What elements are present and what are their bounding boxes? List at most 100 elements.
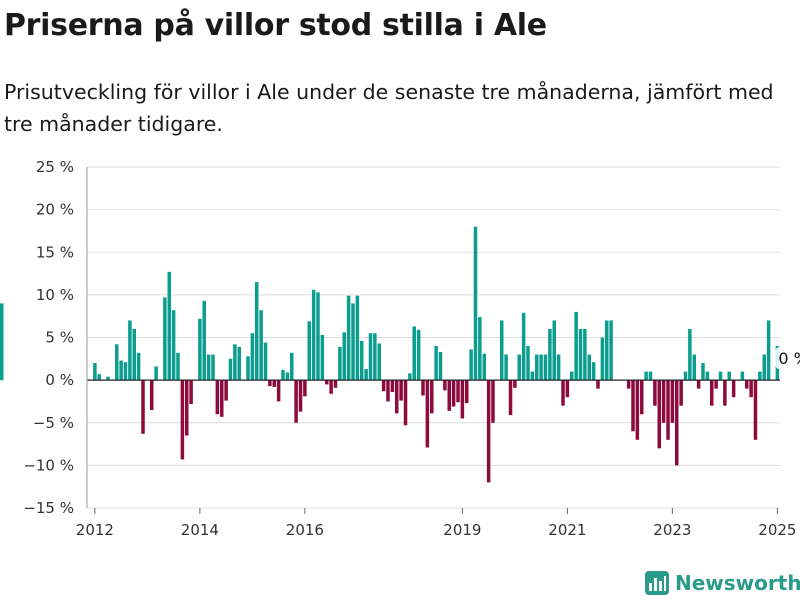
bar-positive bbox=[478, 317, 482, 381]
bar-negative bbox=[189, 380, 193, 404]
bar-negative bbox=[425, 380, 430, 448]
bar-positive bbox=[211, 354, 215, 381]
y-tick-label: 0 % bbox=[45, 371, 74, 389]
bar-negative bbox=[460, 380, 465, 419]
bar-positive bbox=[600, 337, 605, 381]
bar-positive bbox=[609, 320, 613, 381]
bar-positive bbox=[316, 292, 320, 381]
bar-negative bbox=[723, 380, 727, 406]
bar-negative bbox=[381, 380, 386, 392]
bar-positive bbox=[438, 351, 443, 381]
y-tick-label: −5 % bbox=[33, 414, 74, 432]
bar-negative bbox=[325, 380, 329, 385]
bar-positive bbox=[583, 328, 587, 381]
bar-positive bbox=[281, 369, 285, 381]
bar-positive bbox=[93, 363, 97, 381]
bar-positive bbox=[285, 372, 290, 381]
bar-negative bbox=[215, 380, 220, 415]
bar-negative bbox=[395, 380, 399, 414]
bar-negative bbox=[403, 380, 408, 426]
bar-negative bbox=[224, 380, 228, 401]
bar-positive bbox=[605, 320, 609, 381]
bars bbox=[0, 226, 780, 483]
bar-negative bbox=[180, 380, 185, 460]
bar-positive bbox=[346, 295, 351, 381]
bar-positive bbox=[574, 311, 578, 381]
bar-negative bbox=[596, 380, 600, 389]
bar-positive bbox=[132, 328, 136, 381]
bar-negative bbox=[631, 380, 635, 432]
bar-positive bbox=[718, 371, 723, 381]
bar-positive bbox=[290, 352, 294, 381]
bar-negative bbox=[674, 380, 679, 466]
bar-positive bbox=[587, 354, 592, 381]
bar-positive bbox=[692, 354, 697, 381]
y-tick-label: −15 % bbox=[23, 499, 74, 517]
bar-negative bbox=[430, 380, 434, 414]
bar-positive bbox=[701, 363, 705, 381]
bar-positive bbox=[591, 362, 596, 381]
bar-negative bbox=[276, 380, 281, 402]
bar-positive bbox=[254, 282, 259, 381]
bar-negative bbox=[141, 380, 145, 434]
bar-positive bbox=[416, 329, 421, 381]
bar-positive bbox=[206, 354, 211, 381]
bar-positive bbox=[202, 300, 206, 381]
bar-positive bbox=[517, 354, 521, 381]
bar-negative bbox=[753, 380, 758, 440]
bar-negative bbox=[451, 380, 456, 407]
x-tick-label: 2016 bbox=[286, 521, 324, 539]
newsworthy-brand: Newsworthy bbox=[645, 568, 800, 598]
bar-negative bbox=[298, 380, 303, 412]
bar-negative bbox=[268, 380, 272, 387]
bar-positive bbox=[683, 371, 688, 381]
y-tick-label: 5 % bbox=[45, 329, 74, 347]
bar-negative bbox=[626, 380, 631, 389]
bar-positive bbox=[246, 356, 250, 381]
bar-positive bbox=[469, 349, 473, 381]
bar-positive bbox=[307, 321, 311, 381]
bar-positive bbox=[727, 371, 731, 381]
x-axis-ticks: 2012 2014 2016 2019 2021 2023 2025 bbox=[76, 508, 796, 539]
y-tick-label: 25 % bbox=[36, 158, 74, 176]
bar-positive bbox=[0, 303, 4, 381]
bar-negative bbox=[220, 380, 224, 417]
x-tick-label: 2014 bbox=[181, 521, 219, 539]
bar-positive bbox=[543, 354, 548, 381]
y-tick-label: 20 % bbox=[36, 201, 74, 219]
bar-positive bbox=[250, 333, 255, 381]
bar-positive bbox=[766, 320, 771, 381]
bar-positive bbox=[740, 371, 745, 381]
newsworthy-logo-icon bbox=[645, 571, 669, 595]
bar-positive bbox=[762, 354, 766, 381]
bar-negative bbox=[486, 380, 491, 483]
bar-positive bbox=[176, 352, 180, 381]
bar-positive bbox=[237, 346, 241, 381]
bar-negative bbox=[745, 380, 749, 389]
bar-positive bbox=[342, 332, 346, 381]
bar-negative bbox=[185, 380, 189, 436]
bar-positive bbox=[233, 344, 237, 381]
bar-negative bbox=[303, 380, 307, 397]
bar-positive bbox=[355, 295, 360, 381]
bar-positive bbox=[530, 371, 535, 381]
bar-negative bbox=[640, 380, 644, 415]
bar-positive bbox=[373, 333, 377, 381]
bar-positive bbox=[106, 376, 110, 381]
bar-negative bbox=[696, 380, 701, 389]
bar-positive bbox=[171, 310, 176, 381]
bar-negative bbox=[714, 380, 718, 389]
bar-negative bbox=[456, 380, 460, 403]
bar-positive bbox=[136, 352, 141, 381]
bar-negative bbox=[657, 380, 661, 449]
bar-positive bbox=[263, 342, 268, 381]
bar-negative bbox=[565, 380, 570, 398]
bar-positive bbox=[259, 310, 263, 381]
chart-title: Priserna på villor stod stilla i Ale bbox=[4, 8, 547, 43]
bar-positive bbox=[705, 371, 710, 381]
bar-negative bbox=[679, 380, 683, 406]
last-value-annotation: 0 % bbox=[775, 347, 800, 370]
bar-negative bbox=[399, 380, 403, 401]
bar-negative bbox=[491, 380, 495, 423]
